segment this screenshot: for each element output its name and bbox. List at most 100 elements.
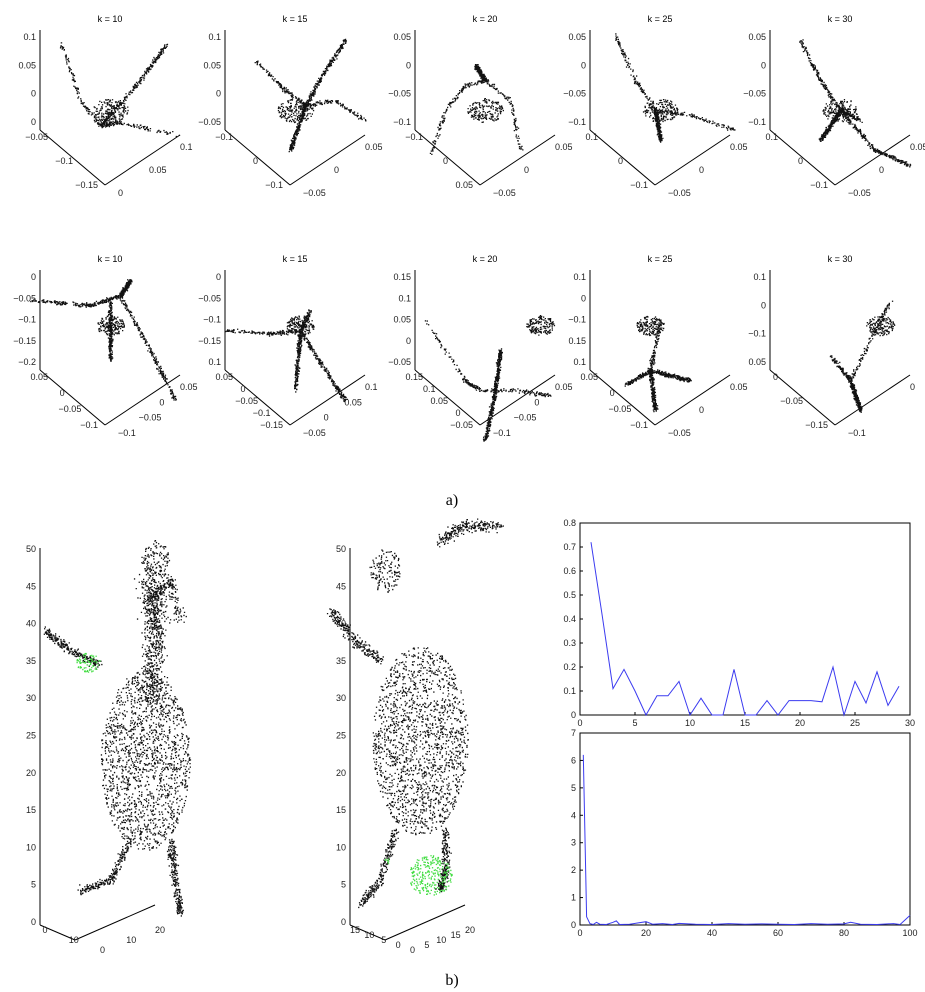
y-tick-label: 0.8 xyxy=(563,518,576,528)
z-tick-label: −0.1 xyxy=(748,117,766,127)
point-cloud xyxy=(99,43,169,126)
caption-b: b) xyxy=(445,972,458,989)
point-cloud-points xyxy=(107,301,114,362)
dense-cluster-points xyxy=(636,315,665,337)
z-tick-label: 0.05 xyxy=(393,315,411,325)
x-tick-label: 0 xyxy=(396,940,401,950)
y-tick-label: 0 xyxy=(118,188,123,198)
plot-title: k = 10 xyxy=(98,254,123,264)
y-tick-label: −0.05 xyxy=(668,188,691,198)
z-tick-label: 0.1 xyxy=(573,357,586,367)
x-tick-label: −0.15 xyxy=(805,420,828,430)
y-tick-label: 5 xyxy=(571,783,576,793)
point-cloud xyxy=(829,300,894,382)
x-tick-label: −0.15 xyxy=(75,180,98,190)
point-cloud xyxy=(30,293,123,308)
z-tick-label: 35 xyxy=(336,656,346,666)
y-tick-label: −0.05 xyxy=(303,428,326,438)
x-tick-label: −0.05 xyxy=(450,420,473,430)
y-tick-label: 0 xyxy=(324,413,329,423)
scatter3d-row2-k25: k = 25 0.1 0 −0.1 0.15 0.1 0.05 0 −0.05 −0.1 −0.05… xyxy=(568,254,747,438)
head-points xyxy=(369,549,401,593)
y-tick-label: 0.1 xyxy=(365,382,378,392)
plot-title: k = 15 xyxy=(283,254,308,264)
point-cloud xyxy=(299,330,348,403)
x-tick-label: −0.05 xyxy=(609,404,632,414)
x-tick-label: 0.1 xyxy=(585,132,598,142)
z-tick-label: −0.1 xyxy=(748,329,766,339)
y-tick-label: 0 xyxy=(571,920,576,930)
z-tick-label: 0 xyxy=(31,272,36,282)
dense-cluster xyxy=(822,99,858,123)
z-tick-label: −0.05 xyxy=(198,117,221,127)
y-axis xyxy=(654,134,731,186)
dense-cluster-points xyxy=(286,315,315,336)
x-tick-label: −0.1 xyxy=(630,420,648,430)
z-tick-label: 0 xyxy=(31,117,36,127)
y-tick-label: 1 xyxy=(571,893,576,903)
y-axis xyxy=(834,374,911,426)
x-tick-label: −0.1 xyxy=(265,180,283,190)
right-arm xyxy=(436,518,504,548)
hand-highlight-points xyxy=(76,652,101,673)
x-tick-label: 0 xyxy=(618,156,623,166)
point-cloud xyxy=(818,108,842,142)
z-tick-label: 0 xyxy=(31,917,36,927)
scatter3d-row2-k20: k = 200.150.10.050−0.050.150.10.050−0.05… xyxy=(388,254,573,442)
z-tick-label: 15 xyxy=(26,805,36,815)
point-cloud-points xyxy=(299,330,348,403)
y-tick-label: 0 xyxy=(879,165,884,175)
y-tick-label: 0.05 xyxy=(910,142,925,152)
x-axis xyxy=(769,369,836,426)
y-tick-label: 0 xyxy=(699,405,704,415)
head xyxy=(141,540,171,581)
y-tick-label: 0.05 xyxy=(555,142,573,152)
x-axis xyxy=(589,129,656,186)
y-tick-label: 0.05 xyxy=(555,382,573,392)
plot-title: k = 25 xyxy=(648,254,673,264)
y-axis xyxy=(104,134,181,186)
point-cloud-points xyxy=(649,369,692,383)
x-tick-label: −0.1 xyxy=(253,408,271,418)
caption-a: a) xyxy=(446,492,458,509)
plot-title: k = 30 xyxy=(828,254,853,264)
x-tick-label: 100 xyxy=(902,928,917,938)
x-tick-label: 0 xyxy=(443,156,448,166)
x-tick-label: 20 xyxy=(155,925,165,935)
z-tick-label: −0.2 xyxy=(18,357,36,367)
x-tick-label: −0.1 xyxy=(55,156,73,166)
x-tick-label: 15 xyxy=(740,718,750,728)
z-tick-label: −0.1 xyxy=(203,315,221,325)
y-axis xyxy=(479,374,556,426)
x-tick-label: 0 xyxy=(253,156,258,166)
point-cloud xyxy=(119,279,133,298)
x-tick-label: 15 xyxy=(451,930,461,940)
x-tick-label: 5 xyxy=(424,940,429,950)
z-tick-label: 0.1 xyxy=(398,293,411,303)
point-cloud xyxy=(482,388,498,442)
point-cloud-points xyxy=(429,78,524,155)
left-leg-points xyxy=(358,828,400,909)
x-tick-label: 0.1 xyxy=(765,132,778,142)
z-tick-label: 0 xyxy=(216,272,221,282)
x-axis xyxy=(39,129,106,186)
z-tick-label: 45 xyxy=(336,581,346,591)
point-cloud-points xyxy=(652,107,664,143)
y-tick-label: 0.1 xyxy=(180,142,193,152)
z-tick-label: 25 xyxy=(26,731,36,741)
y-tick-label: −0.05 xyxy=(493,188,516,198)
x-tick-label: 0 xyxy=(577,718,582,728)
dense-cluster xyxy=(277,98,315,124)
point-cloud-points xyxy=(848,378,863,413)
x-tick-label: 60 xyxy=(773,928,783,938)
point-cloud-points xyxy=(59,42,181,138)
z-tick-label: 0 xyxy=(581,293,586,303)
x-tick-label: 0.05 xyxy=(580,372,598,382)
point-cloud xyxy=(799,39,863,124)
small-highlight-points xyxy=(384,858,390,865)
point-cloud-points xyxy=(99,43,169,126)
left-arm xyxy=(326,608,384,665)
plot-title: k = 20 xyxy=(473,254,498,264)
x-tick-label: 40 xyxy=(707,928,717,938)
